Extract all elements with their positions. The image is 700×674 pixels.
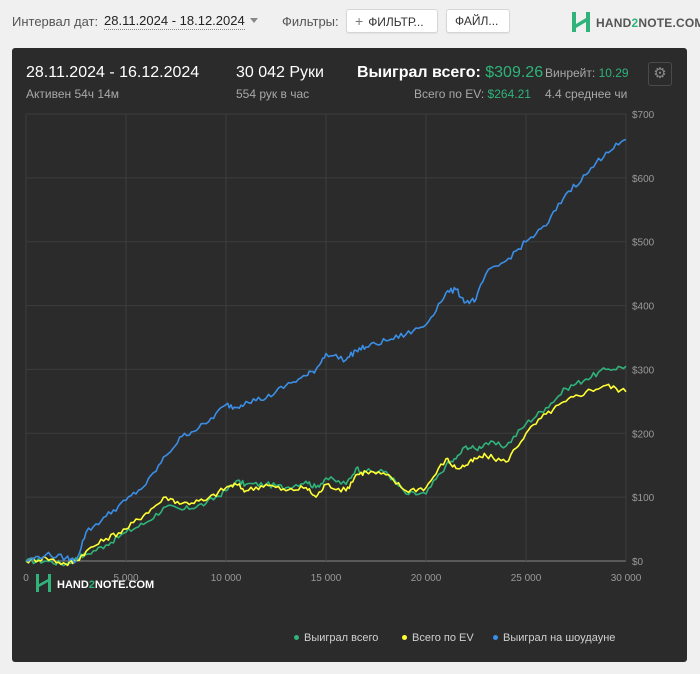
legend-showdown[interactable]: Выиграл на шоудауне (493, 632, 615, 644)
interval-label: Интервал дат: (12, 14, 99, 29)
won-total-line (25, 365, 627, 567)
x-tick-label: 20 000 (411, 573, 442, 584)
filter-button-label: ФИЛЬТР... (368, 15, 424, 29)
avg-label: 4.4 среднее чи (545, 87, 628, 101)
settings-gear-button[interactable]: ⚙ (648, 62, 672, 86)
y-tick-label: $200 (632, 429, 655, 440)
y-tick-label: $300 (632, 365, 655, 376)
x-tick-label: 30 000 (611, 573, 642, 584)
showdown-line (26, 138, 627, 564)
files-button-label: ФАЙЛ... (455, 14, 499, 28)
y-tick-label: $600 (632, 174, 655, 185)
won-total-value: $309.26 (485, 64, 544, 81)
filter-button[interactable]: + ФИЛЬТР... (346, 9, 438, 33)
y-axis-labels: $0 $100 $200 $300 $400 $500 $600 $700 (632, 110, 655, 568)
hand2note-logo-icon (572, 12, 590, 32)
x-tick-label: 25 000 (511, 573, 542, 584)
gear-icon: ⚙ (653, 65, 667, 82)
stats-panel: 28.11.2024 - 16.12.2024 Активен 54ч 14м … (12, 48, 687, 662)
files-button[interactable]: ФАЙЛ... (446, 9, 510, 33)
legend-won-total[interactable]: Выиграл всего (294, 632, 378, 644)
winrate-value: 10.29 (598, 66, 629, 80)
logo-text: HAND2NOTE.COM (596, 16, 700, 30)
legend-dot-icon (493, 634, 498, 640)
watermark-logo-icon (36, 574, 51, 592)
watermark-text: HAND2NOTE.COM (57, 579, 154, 591)
hands-count: 30 042 Руки (236, 64, 324, 81)
plus-icon: + (355, 13, 364, 29)
x-tick-label: 0 (23, 573, 29, 584)
winrate-label: Винрейт: (545, 66, 596, 80)
x-tick-label: 10 000 (211, 573, 242, 584)
legend-ev-total[interactable]: Всего по EV (402, 632, 474, 644)
y-tick-label: $100 (632, 493, 655, 504)
x-tick-label: 5 000 (113, 573, 138, 584)
chart-grid (25, 113, 627, 562)
chevron-down-icon[interactable] (250, 18, 258, 23)
ev-value: $264.21 (487, 87, 531, 101)
toolbar: Интервал дат: 28.11.2024 - 18.12.2024 Фи… (0, 0, 700, 44)
ev-total: Всего по EV: $264.21 (414, 87, 531, 101)
y-tick-label: $0 (632, 557, 644, 568)
active-time: Активен 54ч 14м (26, 87, 119, 101)
ev-total-line (25, 383, 627, 567)
profit-chart: $0 $100 $200 $300 $400 $500 $600 $700 0 5 000 10 … (23, 110, 655, 592)
hands-per-hour: 554 рук в час (236, 87, 310, 101)
ev-label: Всего по EV: (414, 87, 485, 101)
y-tick-label: $500 (632, 238, 655, 249)
y-tick-label: $400 (632, 302, 655, 313)
won-total-label: Выиграл всего: (357, 64, 481, 81)
legend-dot-icon (294, 634, 299, 640)
x-tick-label: 15 000 (311, 573, 342, 584)
filters-label: Фильтры: (282, 14, 339, 29)
x-axis-labels: 0 5 000 10 000 15 000 20 000 25 000 30 000 (23, 573, 642, 584)
legend-dot-icon (402, 634, 407, 640)
won-total: Выиграл всего: $309.26 (357, 64, 543, 82)
winrate: Винрейт: 10.29 (545, 66, 629, 80)
date-range-picker[interactable]: 28.11.2024 - 18.12.2024 (104, 13, 245, 30)
period-title: 28.11.2024 - 16.12.2024 (26, 64, 200, 81)
y-tick-label: $700 (632, 110, 655, 121)
chart-lines (25, 138, 627, 567)
